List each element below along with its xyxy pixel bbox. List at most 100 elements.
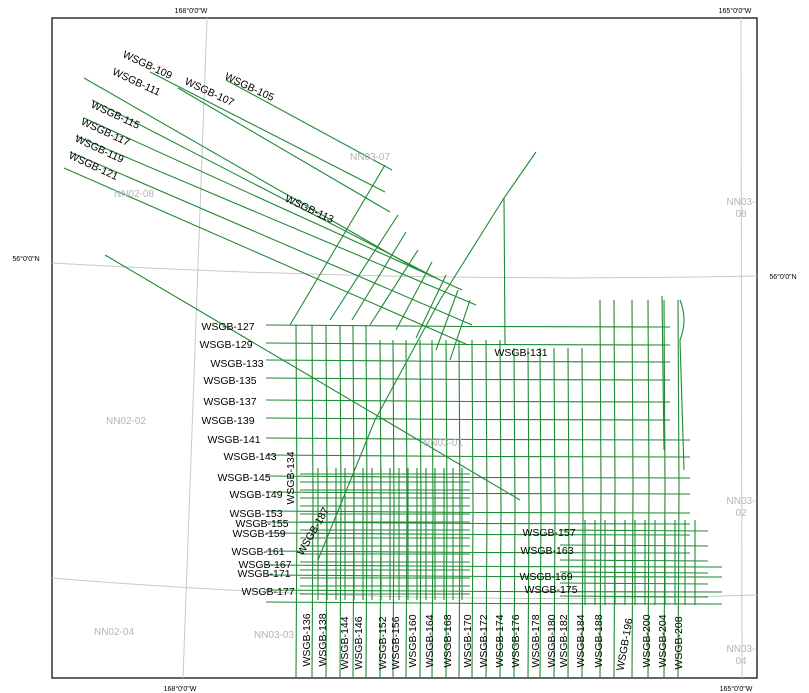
label-wsgb-182: WSGB-182 [558, 614, 570, 667]
trackline-column [663, 299, 666, 679]
trackline-column [471, 339, 474, 679]
trackline-column [339, 324, 342, 679]
map-frame [51, 17, 758, 679]
trackline-diagonal [149, 71, 386, 193]
label-wsgb-170: WSGB-170 [462, 614, 474, 667]
trackline-diagonal [351, 231, 407, 321]
coord-lat-right: 56°0'0"N [769, 273, 796, 281]
trackline-row [265, 510, 691, 514]
trackline-row [265, 417, 671, 421]
coord-bottom-right: 165°0'0"W [720, 685, 753, 693]
trackline-column [631, 299, 634, 679]
trackline-row [265, 342, 671, 346]
coord-top-right: 165°0'0"W [719, 7, 752, 15]
zone-labels: NN03-07 NN02-08 NN03- 08 NN02-02 NN03-01… [94, 152, 755, 667]
zone-nn03-03: NN03-03 [254, 630, 294, 641]
trackline-column [311, 324, 314, 679]
trackline-row [265, 454, 691, 458]
trackline-column [677, 299, 680, 679]
label-wsgb-145: WSGB-145 [217, 472, 270, 484]
coord-lat-left: 56°0'0"N [12, 255, 39, 263]
trackline-row [265, 550, 691, 554]
zone-nn02-02: NN02-02 [106, 416, 146, 427]
trackline-column [405, 339, 408, 679]
label-wsgb-153: WSGB-153 [229, 508, 282, 520]
label-wsgb-131: WSGB-131 [494, 347, 547, 359]
label-wsgb-143: WSGB-143 [223, 451, 276, 463]
trackline-row [265, 359, 671, 363]
label-wsgb-184: WSGB-184 [575, 614, 587, 667]
label-wsgb-159: WSGB-159 [232, 528, 285, 540]
zone-nn03-07: NN03-07 [350, 152, 390, 163]
trackline-column [527, 347, 530, 679]
zone-nn03-02: NN03- [727, 496, 756, 507]
trackline-column [419, 339, 422, 679]
label-wsgb-127: WSGB-127 [201, 321, 254, 333]
label-wsgb-175: WSGB-175 [524, 584, 577, 596]
trackline-column [553, 347, 556, 679]
label-wsgb-137: WSGB-137 [203, 396, 256, 408]
zone-nn03-08: NN03- [727, 197, 756, 208]
trackline-column [431, 339, 434, 679]
label-wsgb-133: WSGB-133 [210, 358, 263, 370]
graticule [51, 17, 758, 679]
trackline-row [265, 589, 723, 593]
trackline-row [265, 491, 691, 495]
label-wsgb-177: WSGB-177 [241, 586, 294, 598]
label-wsgb-169: WSGB-169 [519, 571, 572, 583]
trackline-column [539, 347, 542, 679]
coord-bottom-left: 168°0'0"W [164, 685, 197, 693]
coordinate-labels: 168°0'0"W 165°0'0"W 168°0'0"W 165°0'0"W … [12, 7, 796, 693]
label-wsgb-149: WSGB-149 [229, 489, 282, 501]
trackline-column [485, 339, 488, 679]
label-wsgb-208: WSGB-208 [673, 616, 685, 669]
trackline-column [661, 295, 665, 451]
trackline-row [559, 529, 709, 532]
trackline-column [295, 324, 298, 679]
trackline-diagonal [449, 299, 471, 361]
meridian-168w [182, 17, 208, 679]
label-wsgb-129: WSGB-129 [199, 339, 252, 351]
trackline-diagonal [503, 197, 506, 346]
label-wsgb-168: WSGB-168 [442, 614, 454, 667]
trackline-diagonal [63, 167, 469, 346]
trackline-row [265, 324, 671, 328]
trackline-column [613, 299, 616, 679]
trackline-column [445, 339, 448, 679]
trackline-diagonal [329, 214, 399, 321]
trackline-row [265, 564, 723, 568]
trackline-diagonal [395, 261, 433, 331]
label-wsgb-141: WSGB-141 [207, 434, 260, 446]
trackline-diagonal [317, 151, 537, 561]
label-wsgb-136: WSGB-136 [301, 613, 313, 666]
trackline-column [647, 299, 650, 679]
label-wsgb-178: WSGB-178 [530, 614, 542, 667]
trackline-column [599, 299, 602, 679]
parallel-56n [51, 262, 758, 279]
trackline-column [365, 324, 368, 679]
label-wsgb-161: WSGB-161 [231, 546, 284, 558]
label-wsgb-156: WSGB-156 [390, 616, 402, 669]
label-wsgb-144: WSGB-144 [339, 616, 351, 669]
trackline-row [265, 437, 691, 441]
trackline-column [458, 339, 461, 679]
label-wsgb-135: WSGB-135 [203, 375, 256, 387]
zone-nn03-04-row2: 04 [735, 656, 747, 667]
trackline-diagonal [225, 79, 393, 171]
trackline-column [581, 347, 584, 679]
trackline-row [559, 544, 709, 547]
label-wsgb-160: WSGB-160 [407, 614, 419, 667]
trackline-column [392, 339, 395, 679]
zone-nn02-04: NN02-04 [94, 627, 134, 638]
zone-nn03-04: NN03- [727, 644, 756, 655]
trackline-diagonal [289, 164, 386, 326]
trackline-column [513, 347, 516, 679]
label-wsgb-180: WSGB-180 [546, 614, 558, 667]
trackline-diagonal [415, 274, 447, 339]
label-wsgb-171: WSGB-171 [237, 568, 290, 580]
trackline-diagonal [83, 77, 419, 271]
trackline-row [265, 399, 671, 403]
zone-nn03-08-row2: 08 [735, 209, 747, 220]
trackline-diagonal [83, 117, 463, 291]
